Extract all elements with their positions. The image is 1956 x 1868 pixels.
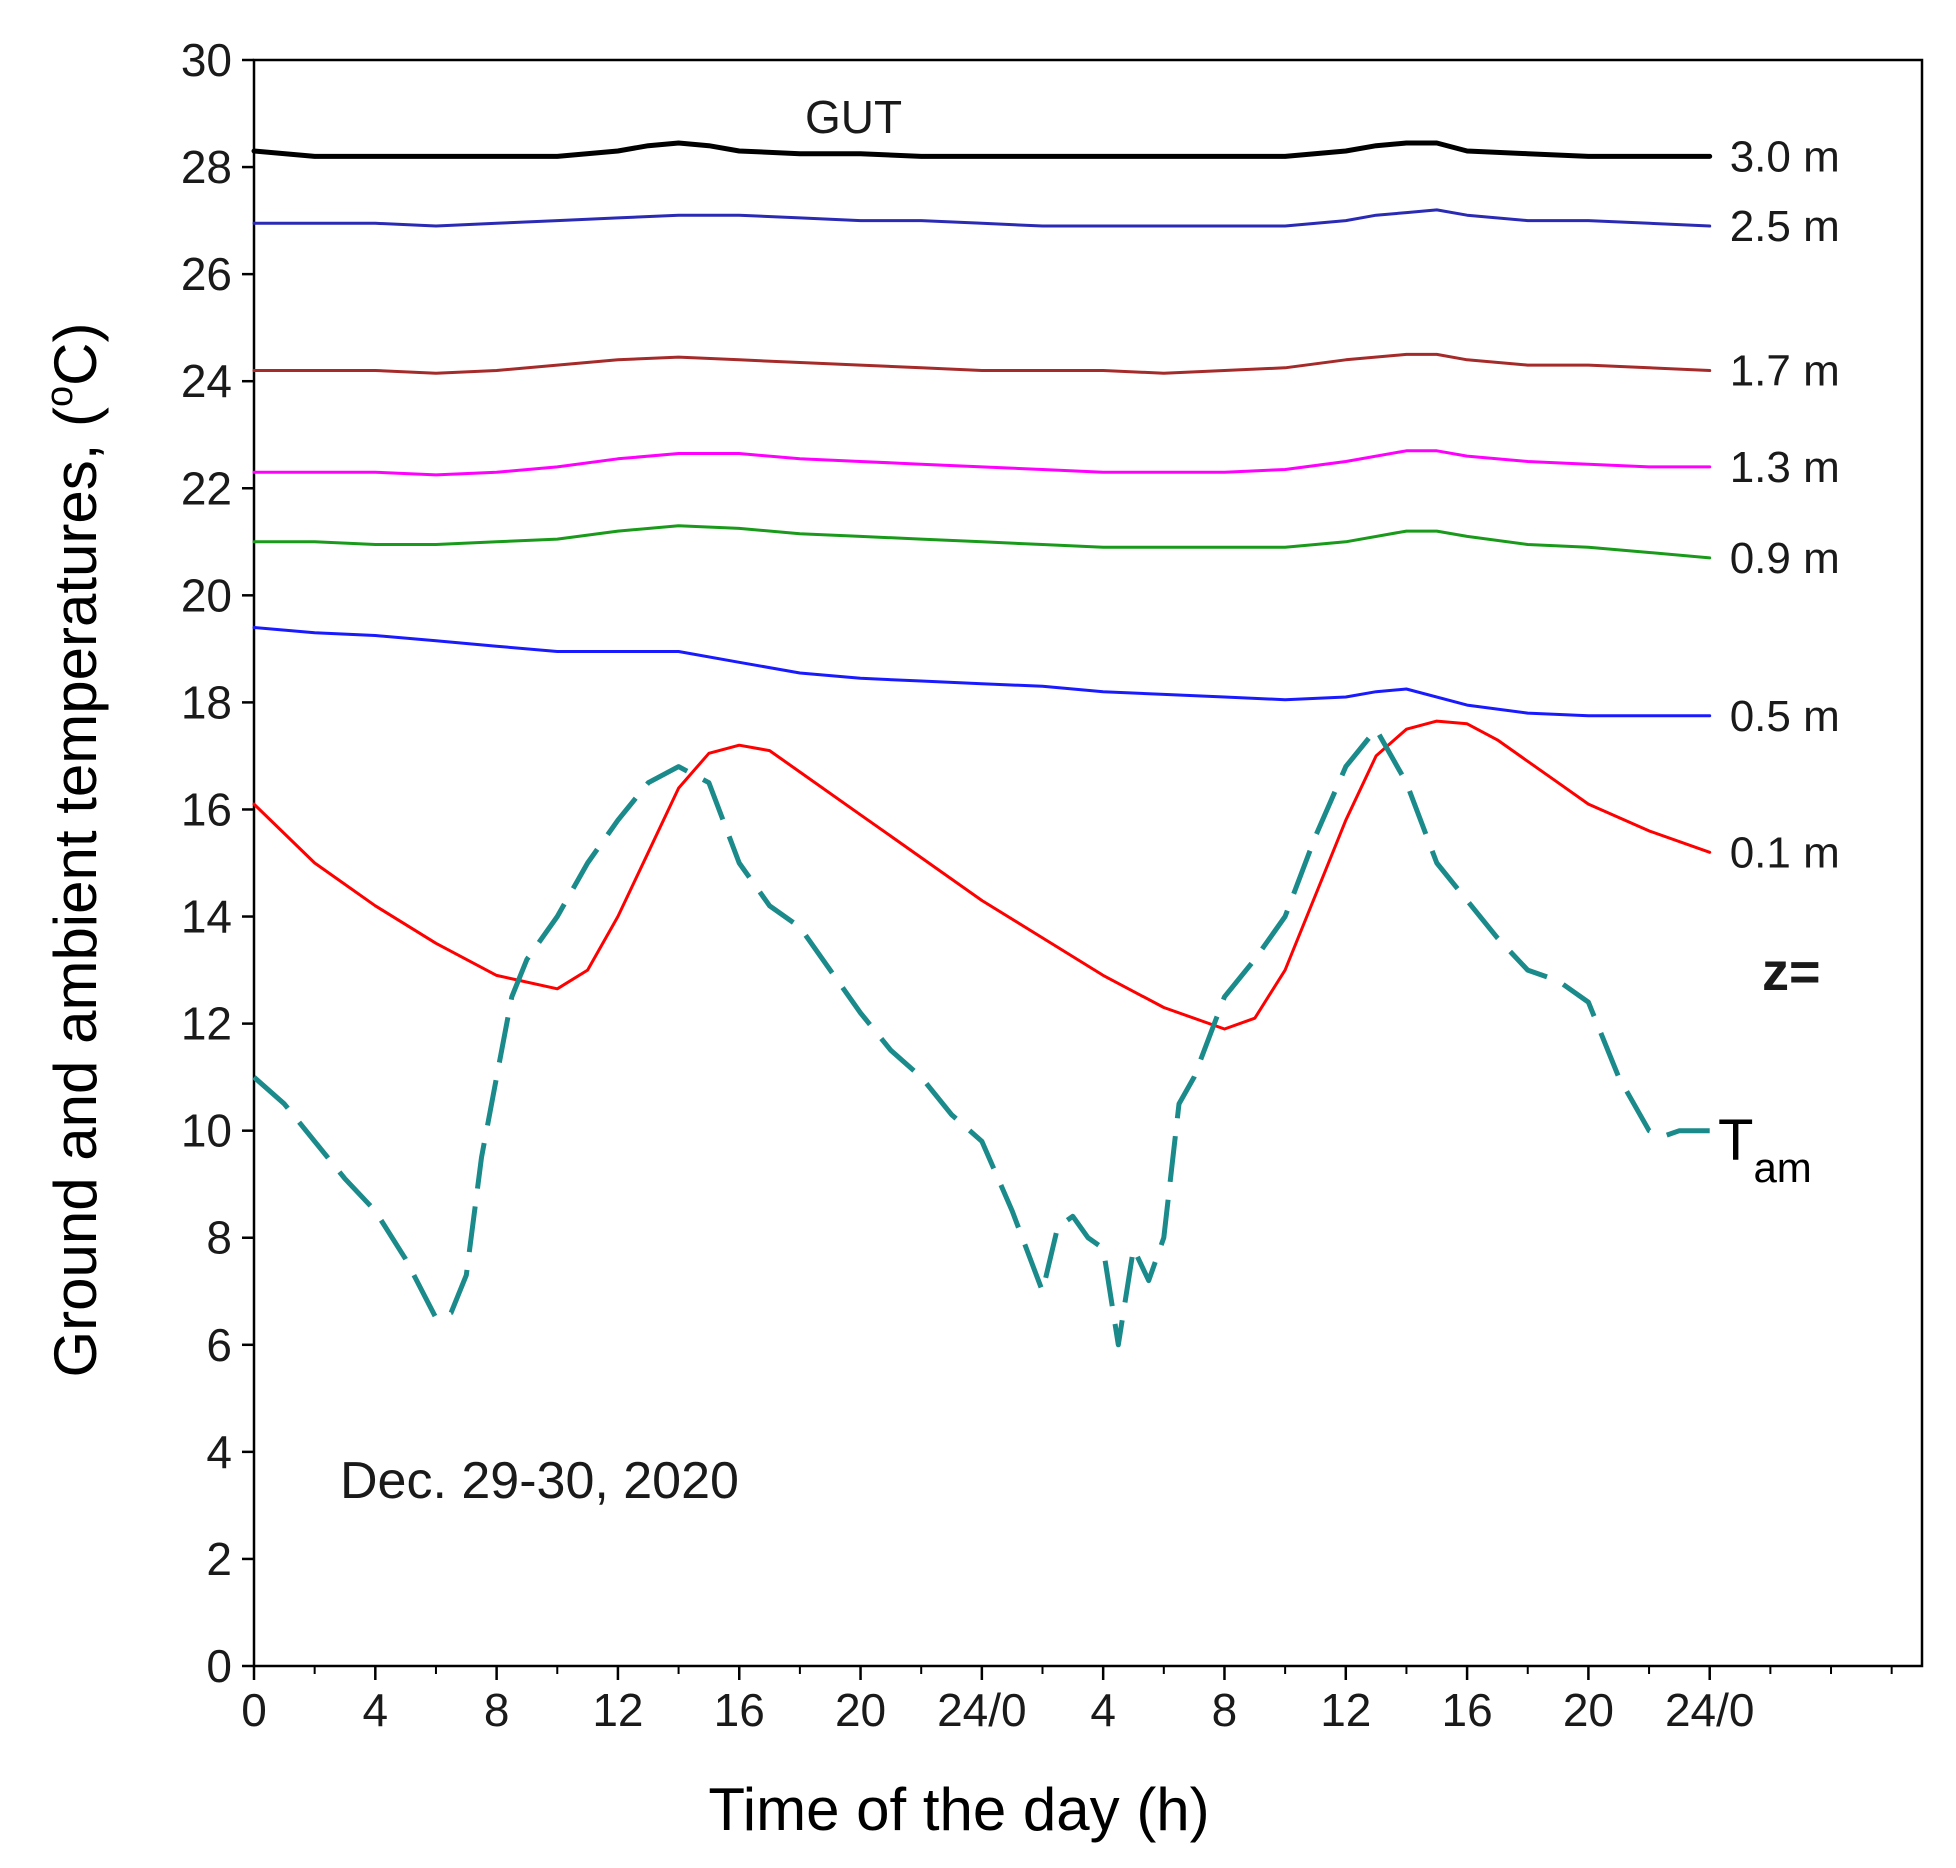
x-tick-label: 4 [1090,1684,1116,1736]
tam-label: Tam [1718,1108,1812,1191]
x-tick-label: 12 [592,1684,643,1736]
series-line-1-7-m [252,352,1712,375]
date-annotation: Dec. 29-30, 2020 [340,1452,739,1510]
y-axis-title-sup: o [39,386,81,407]
series-line-0-9-m [252,524,1712,560]
y-tick-label: 12 [181,998,232,1050]
y-tick-label: 22 [181,462,232,514]
x-tick-label: 16 [1442,1684,1493,1736]
x-tick-label: 16 [714,1684,765,1736]
series-line-0-5-m [252,626,1712,718]
labels-layer: GUT Dec. 29-30, 2020 z= Tam Time of the … [39,91,1840,1843]
y-tick-label: 14 [181,891,232,943]
y-axis-title-end: C) [42,323,109,386]
series-label: 0.5 m [1730,692,1840,741]
series-label: 1.3 m [1730,443,1840,492]
x-tick-label: 12 [1320,1684,1371,1736]
y-tick-label: 18 [181,676,232,728]
series-label: 1.7 m [1730,346,1840,395]
x-tick-label: 24/0 [1665,1684,1755,1736]
x-tick-label: 24/0 [937,1684,1027,1736]
y-tick-label: 28 [181,141,232,193]
y-tick-label: 10 [181,1105,232,1157]
x-tick-label: 4 [363,1684,389,1736]
x-tick-label: 20 [835,1684,886,1736]
y-tick-label: 0 [206,1640,232,1692]
series-label: 3.0 m [1730,132,1840,181]
gut-label: GUT [805,91,902,143]
series-label: 0.9 m [1730,534,1840,583]
y-tick-label: 8 [206,1212,232,1264]
tam-label-sub: am [1753,1144,1811,1191]
series-layer [251,140,1713,1348]
y-axis-title-main: Ground and ambient temperatures, ( [42,407,109,1378]
y-tick-label: 2 [206,1533,232,1585]
y-tick-label: 26 [181,248,232,300]
x-tick-label: 20 [1563,1684,1614,1736]
tam-label-main: T [1718,1108,1753,1173]
y-tick-label: 24 [181,355,232,407]
series-line-tam [252,726,1710,1348]
y-axis-title: Ground and ambient temperatures, (oC) [39,323,109,1378]
series-line-3-0-m [251,140,1713,159]
x-tick-label: 8 [1212,1684,1238,1736]
series-label: 2.5 m [1730,202,1840,251]
x-axis-title: Time of the day (h) [708,1776,1209,1843]
z-label: z= [1762,942,1821,1002]
y-tick-label: 6 [206,1319,232,1371]
series-line-0-1-m [252,719,1712,1031]
series-line-1-3-m [252,449,1712,477]
x-tick-label: 8 [484,1684,510,1736]
y-tick-label: 30 [181,34,232,86]
x-tick-label: 0 [241,1684,267,1736]
series-line-2-5-m [252,208,1712,228]
y-tick-label: 4 [206,1426,232,1478]
y-tick-label: 20 [181,569,232,621]
plot-frame [252,58,1924,1668]
y-tick-label: 16 [181,783,232,835]
series-label: 0.1 m [1730,828,1840,877]
